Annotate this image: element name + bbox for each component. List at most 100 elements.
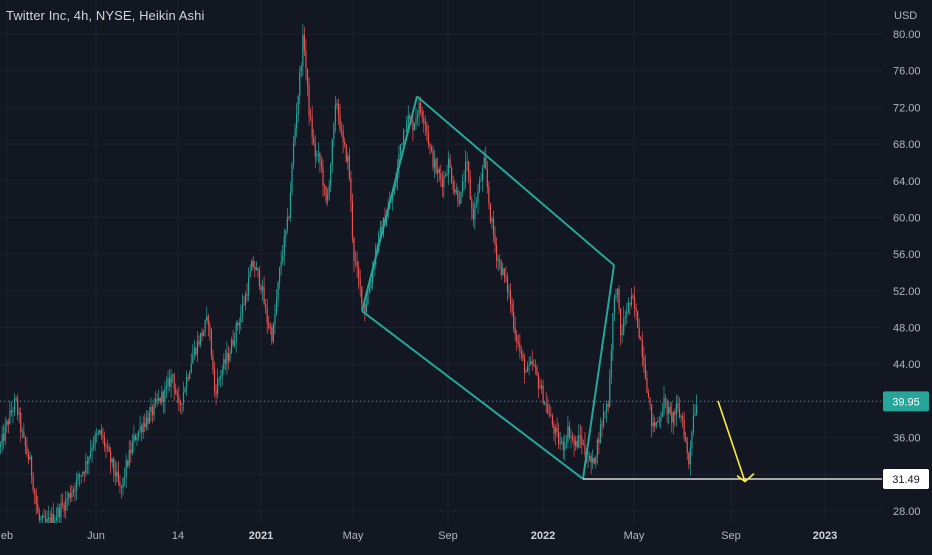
channel-right-trendline[interactable]: [582, 265, 615, 480]
candle-body: [548, 413, 550, 415]
candle-body: [514, 327, 516, 335]
candle-body: [584, 443, 586, 455]
candle-body: [677, 403, 679, 409]
candle-body: [531, 361, 533, 365]
candle-body: [593, 458, 595, 464]
candle-body: [139, 426, 141, 431]
candle-body: [427, 131, 429, 145]
candle-body: [477, 190, 479, 203]
candle-body: [379, 227, 381, 233]
candle-body: [114, 471, 116, 477]
candle-body: [220, 375, 222, 379]
candle-body: [418, 103, 420, 116]
candle-body: [88, 456, 90, 464]
candle-body: [29, 456, 31, 460]
candle-body: [162, 391, 164, 402]
candle-body: [660, 416, 662, 422]
candle-body: [421, 112, 423, 119]
candle-body: [323, 186, 326, 187]
candle-body: [308, 85, 310, 117]
candle-body: [661, 412, 664, 417]
candle-body: [89, 451, 92, 457]
candle-body: [234, 341, 236, 345]
candle-body: [689, 448, 691, 465]
y-tick-label: 64.00: [893, 176, 921, 188]
channel-left-trendline[interactable]: [361, 96, 418, 312]
candle-body: [238, 322, 240, 326]
candle-body: [291, 164, 293, 193]
y-tick-label: 44.00: [893, 359, 921, 371]
candle-body: [207, 316, 209, 326]
candle-body: [137, 430, 140, 438]
candle-body: [57, 507, 59, 518]
candle-body: [345, 144, 347, 162]
candle-body: [663, 397, 665, 413]
candle-body: [334, 105, 336, 124]
candle-body: [353, 237, 355, 261]
arrow-head[interactable]: [736, 473, 755, 483]
candle-body: [66, 498, 68, 500]
candle-body: [296, 114, 298, 129]
candle-body: [181, 403, 183, 405]
candle-body: [647, 392, 650, 398]
candle-body: [652, 422, 654, 427]
candle-body: [624, 316, 626, 318]
candle-body: [581, 437, 583, 445]
price-axis-bg: [882, 0, 932, 550]
candle-body: [128, 450, 130, 466]
candle-body: [556, 427, 558, 432]
x-tick-label: Jun: [87, 530, 105, 542]
candle-body: [117, 471, 119, 483]
candle-body: [561, 441, 563, 443]
channel-lower-trendline[interactable]: [361, 310, 584, 480]
candle-body: [385, 217, 388, 226]
candle-body: [4, 425, 6, 441]
candle-body: [258, 270, 261, 286]
candle-body: [227, 352, 230, 361]
candle-body: [438, 169, 440, 174]
time-axis[interactable]: eb Jun 14 2021 May Sep 2022 May Sep 2023: [0, 523, 882, 550]
candle-body: [658, 420, 660, 422]
candle-body: [503, 268, 505, 277]
candle-body: [530, 361, 532, 365]
candle-body: [327, 195, 329, 201]
candle-body: [413, 123, 416, 131]
candle-body: [517, 341, 519, 344]
candle-body: [623, 317, 625, 334]
candle-body: [616, 288, 619, 295]
candle-body: [85, 461, 87, 474]
candle-body: [96, 434, 98, 435]
candle-body: [592, 458, 594, 463]
candle-body: [480, 180, 482, 182]
candle-body: [618, 288, 620, 309]
y-tick-label: 60.00: [893, 212, 921, 224]
candle-body: [390, 200, 392, 203]
candle-body: [452, 182, 454, 190]
candle-body: [182, 392, 185, 404]
price-axis[interactable]: USD28.0032.0036.0040.0044.0048.0052.0056…: [882, 0, 932, 550]
candle-body: [695, 405, 698, 414]
candle-body: [122, 477, 124, 488]
candle-body: [266, 308, 268, 324]
candle-body: [682, 416, 684, 421]
candle-body: [195, 348, 197, 355]
candle-body: [201, 332, 203, 337]
candle-body: [537, 374, 540, 389]
candle-body: [672, 411, 674, 423]
candle-body: [142, 423, 144, 433]
candle-body: [590, 455, 592, 463]
candle-body: [595, 456, 597, 464]
channel-upper-trendline[interactable]: [416, 95, 615, 266]
drawings[interactable]: [0, 95, 882, 483]
candle-body: [516, 334, 518, 342]
candle-body: [651, 404, 653, 427]
arrow-shaft[interactable]: [717, 400, 746, 482]
candle-body: [261, 286, 264, 291]
candle-body: [186, 377, 188, 389]
candle-body: [313, 137, 315, 144]
candle-body: [609, 377, 611, 407]
candle-body: [356, 261, 358, 268]
candle-body: [229, 353, 231, 361]
